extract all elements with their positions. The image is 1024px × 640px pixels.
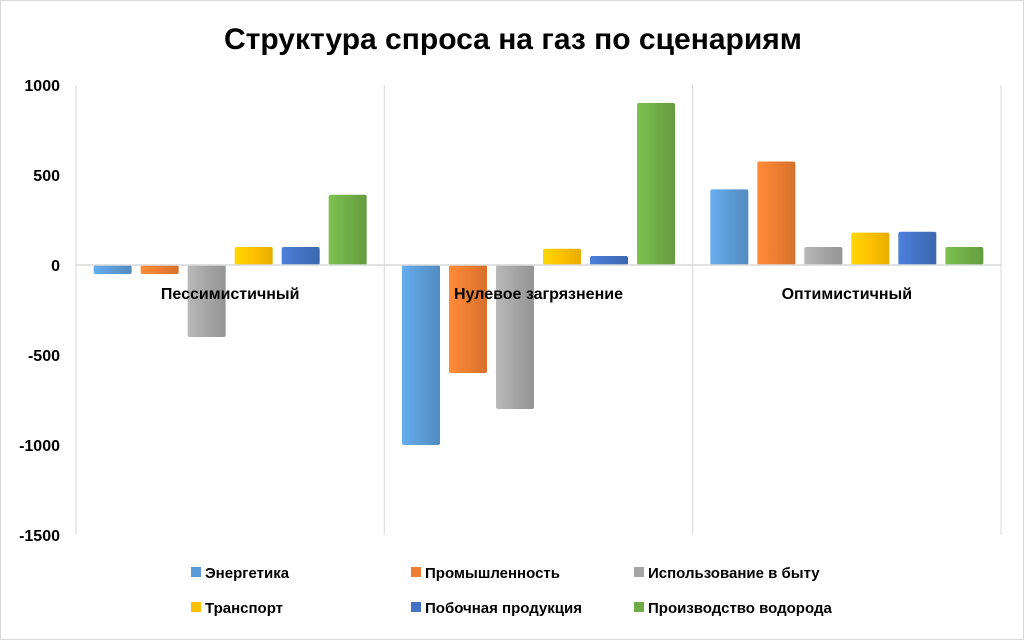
legend-label: Транспорт [205,600,283,617]
bars-layer [93,103,984,445]
legend-swatch [411,567,421,577]
bar-5-category-1 [281,247,320,265]
bar-4-category-3 [851,232,890,265]
legend-swatch [191,567,201,577]
legend-item: Использование в быту [634,565,820,582]
category-label: Нулевое загрязнение [454,286,623,303]
y-tick-label: 500 [33,168,60,185]
legend-label: Энергетика [205,565,290,582]
bar-4-category-2 [543,248,581,265]
y-axis-ticks: 1000 500 0 -500 -1000 -1500 [19,78,60,545]
category-labels: Пессимистичный Нулевое загрязнение Оптимис… [161,286,912,303]
y-tick-label: 0 [51,258,60,275]
bar-3-category-1 [187,265,226,337]
bar-5-category-3 [898,231,937,265]
legend-label: Промышленность [425,565,560,582]
bar-6-category-1 [328,194,367,265]
legend-item: Транспорт [191,600,283,617]
bar-3-category-2 [496,265,534,409]
bar-4-category-1 [234,247,273,265]
bar-3-category-3 [804,247,843,265]
legend-swatch [634,602,644,612]
bar-6-category-2 [637,103,675,265]
legend-swatch [411,602,421,612]
bar-1-category-1 [93,265,132,274]
bar-6-category-3 [945,247,984,265]
category-label: Пессимистичный [161,286,300,303]
bar-2-category-2 [449,265,487,373]
y-tick-label: -1000 [19,438,60,455]
legend-label: Производство водорода [648,600,832,617]
bar-2-category-3 [757,161,796,265]
legend-swatch [191,602,201,612]
bar-2-category-1 [140,265,179,274]
grid-layer [75,85,1002,535]
legend-item: Производство водорода [634,600,832,617]
bar-5-category-2 [590,256,628,265]
legend-item: Промышленность [411,565,560,582]
legend-label: Побочная продукция [425,600,582,617]
chart-title: Структура спроса на газ по сценариям [224,23,802,56]
legend-item: Побочная продукция [411,600,582,617]
bar-1-category-2 [402,265,440,445]
legend-item: Энергетика [191,565,290,582]
y-tick-label: -500 [28,348,60,365]
y-tick-label: 1000 [24,78,60,95]
category-label: Оптимистичный [782,286,912,303]
legend-swatch [634,567,644,577]
bar-1-category-3 [710,189,749,265]
legend-label: Использование в быту [648,565,820,582]
y-tick-label: -1500 [19,528,60,545]
legend: Энергетика Промышленность Использование в … [191,565,832,617]
